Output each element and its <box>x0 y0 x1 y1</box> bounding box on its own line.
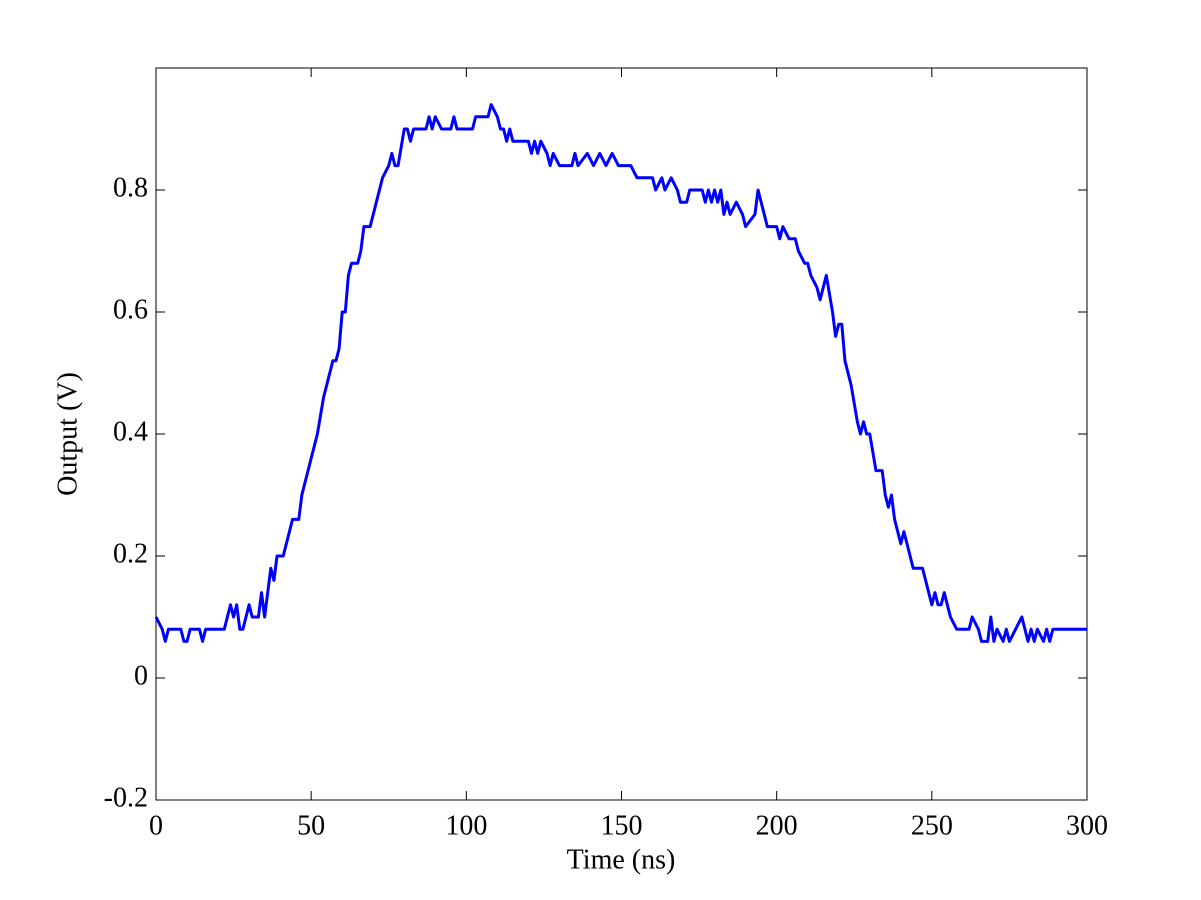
x-tick-label: 100 <box>445 810 487 841</box>
y-tick-label: 0.2 <box>113 538 148 569</box>
x-tick-label: 150 <box>601 810 643 841</box>
y-tick-label: 0.6 <box>113 294 148 325</box>
x-axis-label: Time (ns) <box>567 844 676 875</box>
y-tick-label: 0.4 <box>113 416 148 447</box>
y-tick-label: -0.2 <box>104 782 148 813</box>
x-tick-label: 250 <box>911 810 953 841</box>
y-tick-label: 0.8 <box>113 172 148 203</box>
x-tick-label: 200 <box>756 810 798 841</box>
x-tick-label: 300 <box>1066 810 1108 841</box>
data-line <box>154 103 1087 643</box>
y-axis-label: Output (V) <box>52 372 83 496</box>
plot-frame <box>155 67 1088 801</box>
x-tick-label: 50 <box>297 810 325 841</box>
y-tick-label: 0 <box>134 660 148 691</box>
x-tick-label: 0 <box>149 810 163 841</box>
